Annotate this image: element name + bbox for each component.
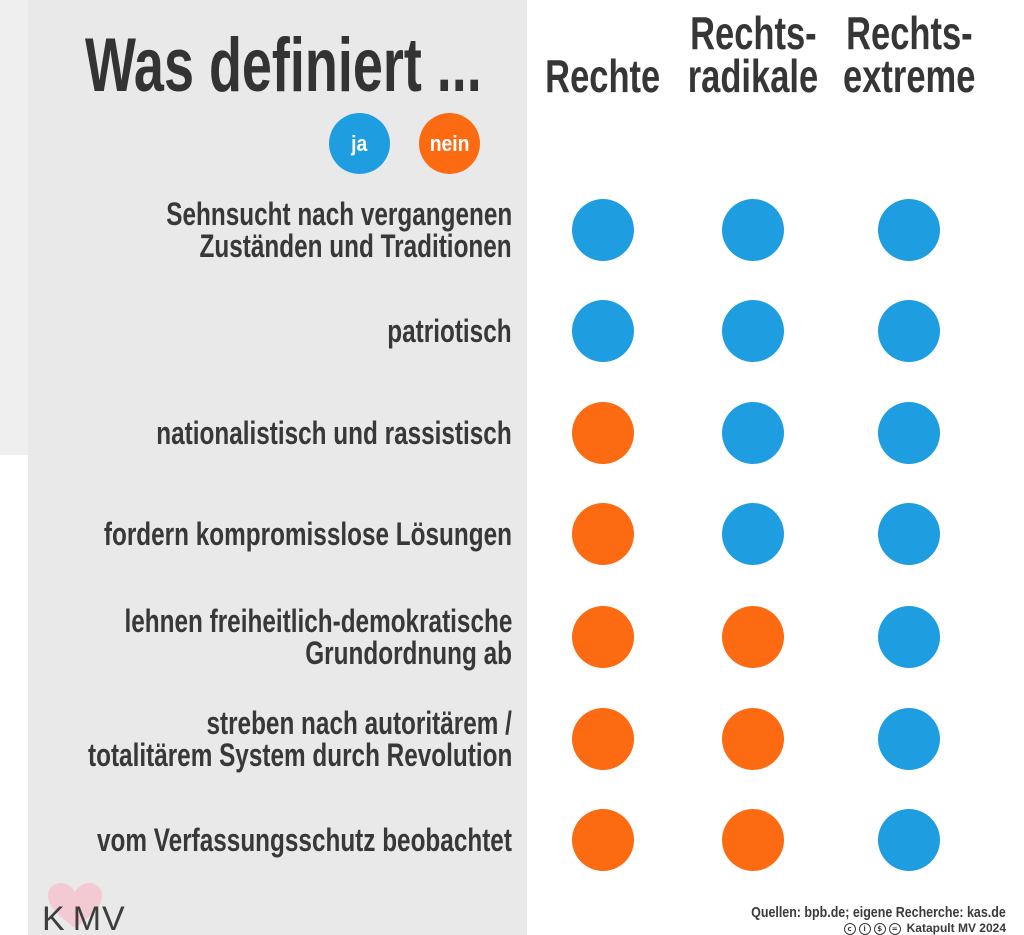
row-label-5: lehnen freiheitlich-demokratische Grundor… xyxy=(0,587,512,687)
dot-row3-rechte xyxy=(572,402,634,464)
column-header-rechtsextreme: Rechts-extreme xyxy=(819,7,999,102)
nc-icon: $ xyxy=(873,922,886,935)
dot-row1-rechtsextreme xyxy=(878,199,940,261)
dot-row4-rechtsradikale xyxy=(722,503,784,565)
row-label-line: nationalistisch und rassistisch xyxy=(156,415,512,451)
column-header-rechte: Rechte xyxy=(513,12,693,102)
row-label-7: vom Verfassungsschutz beobachtet xyxy=(0,790,512,890)
column-header-rechtsradikale: Rechts-radikale xyxy=(663,7,843,102)
dot-row2-rechte xyxy=(572,300,634,362)
sources-note: Quellen: bpb.de; eigene Recherche: kas.d… xyxy=(751,904,1006,921)
dot-row5-rechtsextreme xyxy=(878,606,940,668)
row-label-1: Sehnsucht nach vergangenen Zuständen und … xyxy=(0,180,512,280)
legend-label-ja: ja xyxy=(351,131,368,156)
dot-row3-rechtsradikale xyxy=(722,402,784,464)
dot-row3-rechtsextreme xyxy=(878,402,940,464)
row-label-4: fordern kompromisslose Lösungen xyxy=(0,484,512,584)
legend-label-nein: nein xyxy=(429,131,470,156)
dot-row7-rechtsextreme xyxy=(878,809,940,871)
column-header-line: Rechts- xyxy=(689,7,817,59)
row-label-line: patriotisch xyxy=(387,313,512,349)
dot-row5-rechtsradikale xyxy=(722,606,784,668)
dot-row7-rechte xyxy=(572,809,634,871)
dot-row7-rechtsradikale xyxy=(722,809,784,871)
dot-row1-rechte xyxy=(572,199,634,261)
heart-icon xyxy=(48,883,102,928)
dot-row2-rechtsradikale xyxy=(722,300,784,362)
row-label-2: patriotisch xyxy=(0,281,512,381)
logo-letter-k: K xyxy=(42,900,66,935)
row-label-line: totalitärem System durch Revolution xyxy=(87,737,512,773)
legend-item-nein: nein xyxy=(419,113,480,174)
logo-text: K MV xyxy=(42,900,126,935)
dot-row6-rechte xyxy=(572,708,634,770)
dot-row6-rechtsextreme xyxy=(878,708,940,770)
logo: K MV xyxy=(40,880,132,935)
column-header-line: radikale xyxy=(687,50,819,102)
credit-text: Katapult MV 2024 xyxy=(906,921,1006,935)
chart-title: Was definiert ... xyxy=(85,23,482,108)
dot-row2-rechtsextreme xyxy=(878,300,940,362)
cc-icon: c xyxy=(843,922,856,935)
dot-row5-rechte xyxy=(572,606,634,668)
dot-row4-rechte xyxy=(572,503,634,565)
row-label-6: streben nach autoritärem / totalitärem Sy… xyxy=(0,689,512,789)
row-label-line: Zuständen und Traditionen xyxy=(199,228,512,264)
column-header-line: extreme xyxy=(842,50,976,102)
row-label-line: streben nach autoritärem / xyxy=(206,705,512,741)
dot-row1-rechtsradikale xyxy=(722,199,784,261)
dot-row6-rechtsradikale xyxy=(722,708,784,770)
logo-letters-mv: MV xyxy=(72,900,126,935)
left-strip xyxy=(0,0,28,455)
nd-icon: = xyxy=(888,922,901,935)
row-label-line: lehnen freiheitlich-demokratische xyxy=(124,603,512,639)
column-header-line: Rechte xyxy=(545,50,661,102)
row-label-line: Sehnsucht nach vergangenen xyxy=(166,196,512,232)
column-header-line: Rechts- xyxy=(845,7,973,59)
dot-row4-rechtsextreme xyxy=(878,503,940,565)
row-label-3: nationalistisch und rassistisch xyxy=(0,383,512,483)
credit-line: c i $ = Katapult MV 2024 xyxy=(843,921,1006,935)
row-label-line: Grundordnung ab xyxy=(305,635,512,671)
by-icon: i xyxy=(858,922,871,935)
row-label-line: fordern kompromisslose Lösungen xyxy=(103,516,512,552)
legend-item-ja: ja xyxy=(329,113,390,174)
row-label-line: vom Verfassungsschutz beobachtet xyxy=(97,822,512,858)
